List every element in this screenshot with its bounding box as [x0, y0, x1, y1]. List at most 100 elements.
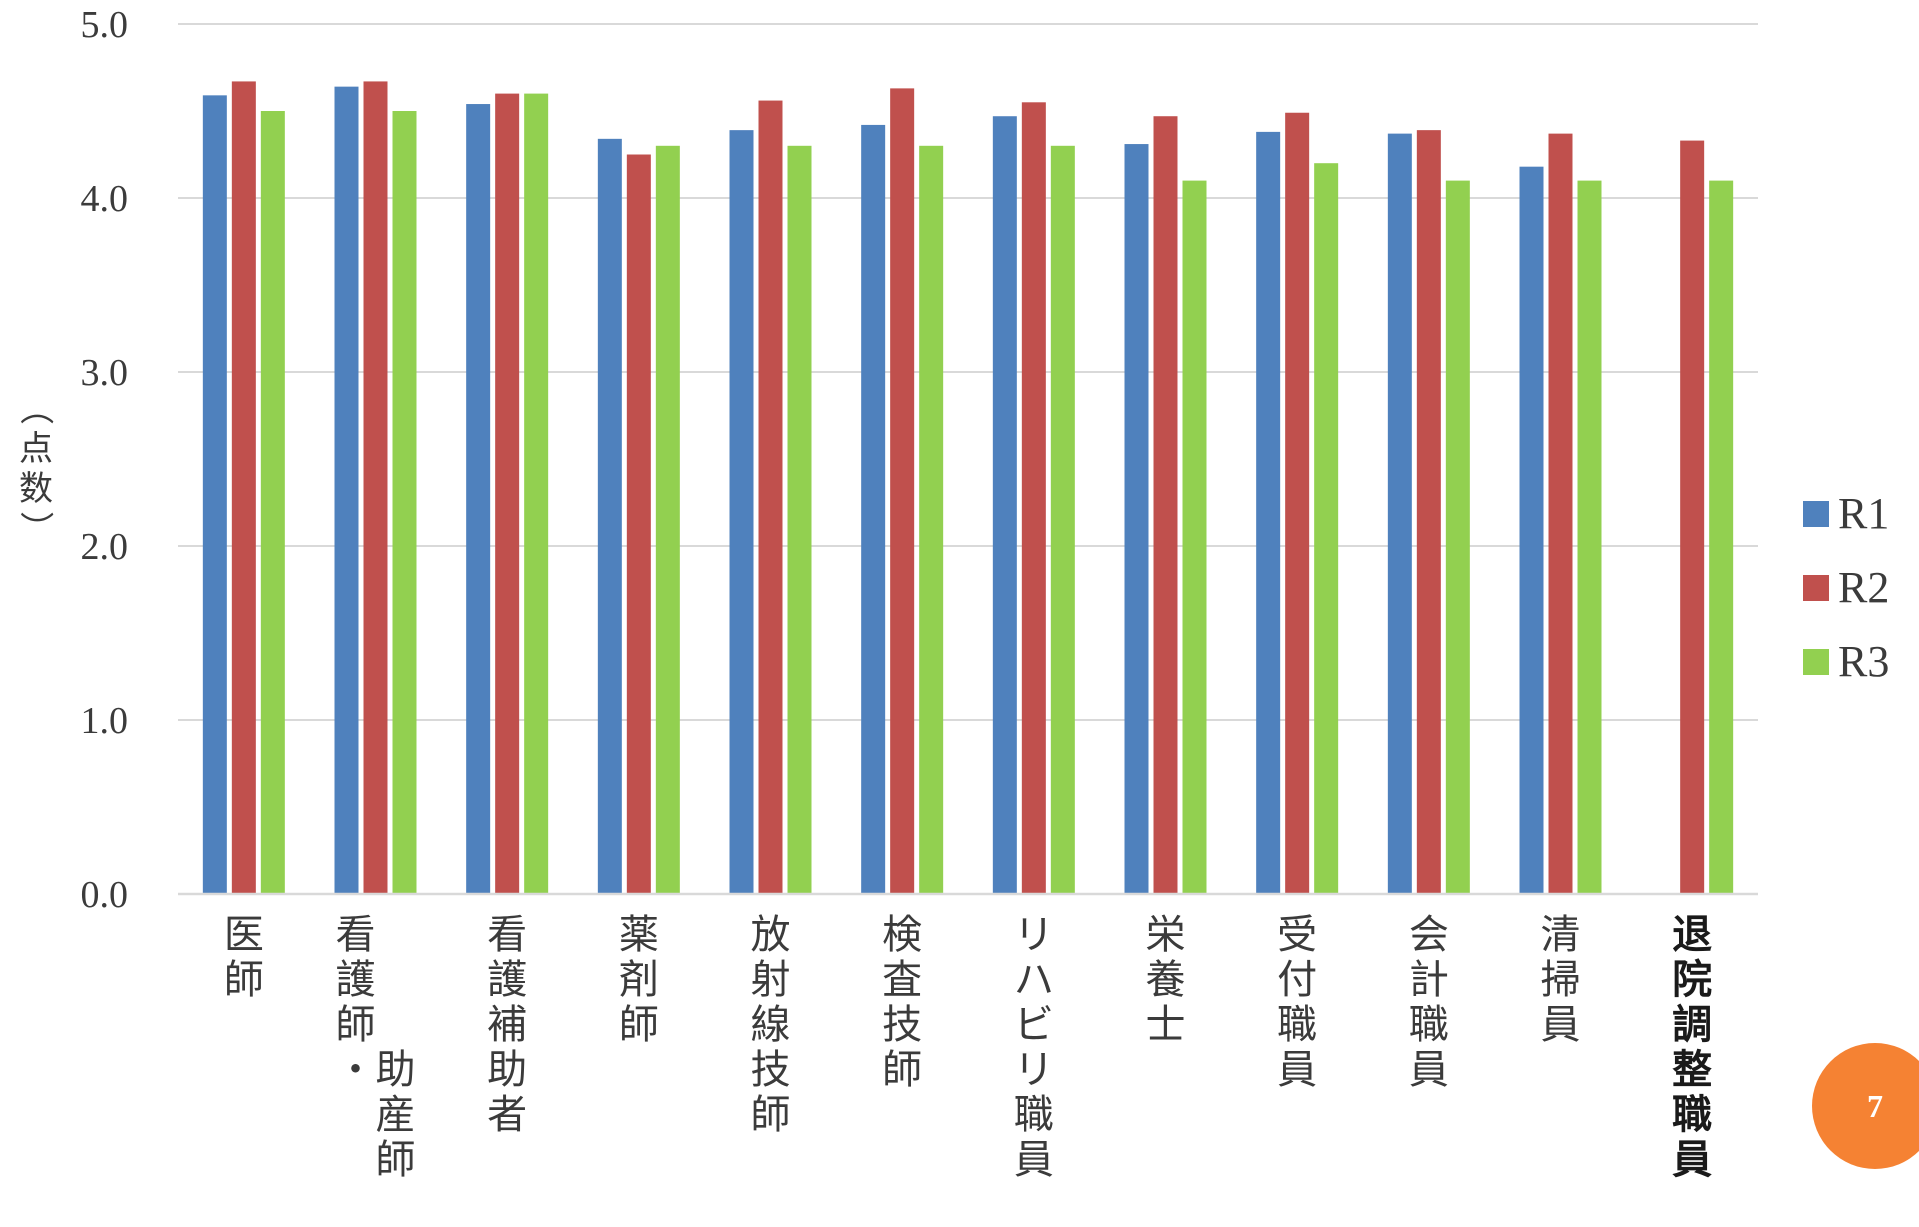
category-label-char: 師 — [882, 1047, 922, 1093]
category-label-char: 清 — [1541, 912, 1581, 958]
legend-swatch-r1 — [1803, 501, 1829, 527]
category-label-char: 職 — [1014, 1092, 1054, 1138]
bar-r1-1 — [202, 95, 227, 895]
bar-r3-11 — [1577, 180, 1602, 895]
bar-r2-6 — [890, 88, 915, 894]
category-label-char: 員 — [1541, 1002, 1581, 1048]
category-label-char: 師 — [336, 1002, 376, 1048]
category-label-char: 射 — [751, 957, 791, 1003]
legend-swatch-r2 — [1803, 575, 1829, 601]
y-axis-label: （ 点数） — [15, 391, 55, 545]
bar-r2-2 — [363, 81, 388, 895]
category-label-char: 看 — [336, 912, 376, 958]
category-label-char: 職 — [1409, 1002, 1449, 1048]
category-label-char: 補 — [487, 1002, 527, 1048]
bar-r1-7 — [992, 116, 1017, 895]
y-tick-label: 5.0 — [81, 4, 129, 46]
bar-r3-5 — [787, 145, 812, 895]
bar-r2-4 — [626, 154, 651, 894]
category-label-char: 師 — [619, 1002, 659, 1048]
category-label-char: 職 — [1672, 1092, 1712, 1138]
bar-r1-8 — [1124, 144, 1149, 894]
bar-r1-9 — [1256, 131, 1281, 894]
bar-r1-3 — [466, 104, 491, 895]
bar-r2-3 — [495, 93, 520, 895]
bar-r2-12 — [1680, 140, 1705, 894]
category-label-char: 員 — [1409, 1047, 1449, 1093]
bar-r1-5 — [729, 130, 754, 894]
y-tick-label: 0.0 — [81, 874, 129, 916]
page-number-badge: 7 — [1812, 1043, 1919, 1169]
category-label-char: 員 — [1277, 1047, 1317, 1093]
y-tick-label: 2.0 — [81, 526, 129, 568]
bar-r3-1 — [260, 111, 285, 894]
bar-r2-10 — [1416, 130, 1441, 894]
category-label-char: 査 — [882, 957, 922, 1003]
category-label-char: ・ — [336, 1047, 376, 1093]
category-label-char: 計 — [1409, 957, 1449, 1003]
bar-r3-3 — [524, 93, 549, 895]
category-label-char: リ — [1014, 912, 1054, 958]
bar-r1-6 — [861, 124, 886, 895]
category-label-char: 付 — [1277, 957, 1317, 1003]
legend-label-r1: R1 — [1838, 489, 1889, 538]
category-label-char: 医 — [224, 912, 264, 958]
category-label-char: 員 — [1672, 1137, 1712, 1183]
category-label-char: 師 — [751, 1092, 791, 1138]
bar-r3-4 — [655, 145, 680, 895]
bar-r3-7 — [1050, 145, 1075, 895]
y-tick-label: 3.0 — [81, 352, 129, 394]
category-label-char: 師 — [224, 957, 264, 1003]
category-label-char: 整 — [1672, 1047, 1712, 1093]
bar-r3-10 — [1445, 180, 1470, 895]
category-label-char: 師 — [376, 1137, 416, 1183]
bar-r3-2 — [392, 111, 417, 894]
legend: R1 R2 R3 — [1803, 489, 1889, 686]
bar-r1-10 — [1387, 133, 1412, 894]
category-label-char: 受 — [1277, 912, 1317, 958]
y-axis-tick-labels: 0.0 1.0 2.0 3.0 4.0 5.0 — [81, 4, 129, 916]
category-label-char: 掃 — [1541, 957, 1581, 1003]
bar-r3-6 — [919, 145, 944, 895]
category-label-char: 剤 — [619, 957, 659, 1003]
category-label-char: 技 — [882, 1002, 922, 1048]
category-label-char: 助 — [487, 1047, 527, 1093]
bar-r2-9 — [1285, 112, 1310, 895]
category-label-char: 調 — [1672, 1002, 1712, 1048]
legend-label-r2: R2 — [1838, 563, 1889, 612]
bar-r3-12 — [1709, 180, 1734, 895]
bar-r3-9 — [1314, 163, 1339, 894]
y-axis-label-char: 数 — [19, 469, 53, 509]
y-axis-label-char: （ — [15, 391, 55, 425]
category-label-char: 栄 — [1146, 912, 1186, 958]
bar-r2-1 — [231, 81, 256, 895]
category-label-char: 職 — [1277, 1002, 1317, 1048]
y-axis-label-char: ） — [15, 511, 55, 545]
bar-r1-2 — [334, 86, 359, 894]
bar-r1-4 — [597, 138, 622, 895]
category-label-char: 看 — [487, 912, 527, 958]
category-label-char: 会 — [1409, 912, 1449, 958]
category-label-char: 員 — [1014, 1137, 1054, 1183]
category-label-char: 護 — [336, 957, 376, 1003]
category-label-char: 退 — [1672, 912, 1712, 958]
bar-r2-11 — [1548, 133, 1573, 894]
bars — [202, 81, 1734, 895]
category-label-char: ビ — [1014, 1002, 1054, 1048]
category-label-char: 放 — [751, 912, 791, 958]
category-label-char: 薬 — [619, 912, 659, 958]
category-label-char: 護 — [487, 957, 527, 1003]
y-tick-label: 4.0 — [81, 178, 129, 220]
category-label-char: 養 — [1146, 957, 1186, 1003]
y-axis-label-char: 点 — [19, 429, 53, 469]
category-label-char: 技 — [751, 1047, 791, 1093]
bar-r2-8 — [1153, 116, 1178, 895]
grid-lines — [178, 23, 1758, 721]
bar-r2-5 — [758, 100, 783, 894]
category-label-char: ハ — [1014, 957, 1054, 1003]
category-label-char: 線 — [751, 1002, 791, 1048]
legend-swatch-r3 — [1803, 649, 1829, 675]
category-label-char: 者 — [487, 1092, 527, 1138]
